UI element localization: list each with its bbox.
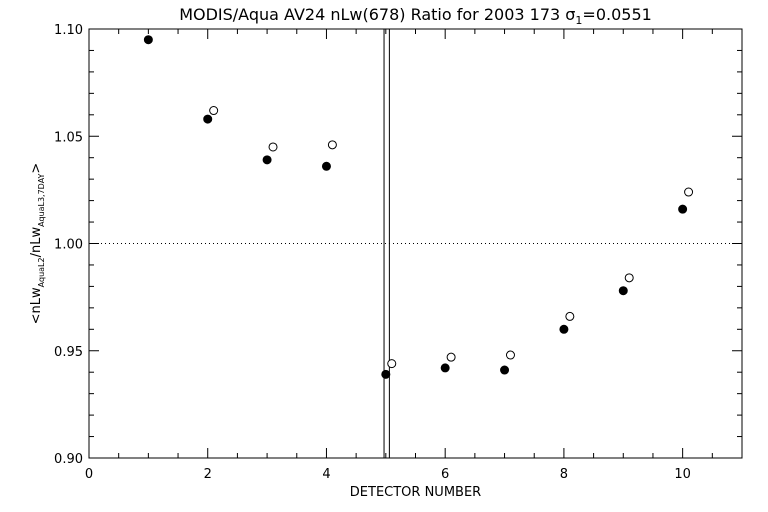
data-point-open bbox=[624, 273, 634, 283]
data-point-open bbox=[446, 352, 456, 362]
y-tick-label: 0.90 bbox=[54, 452, 83, 467]
x-tick-label: 6 bbox=[441, 467, 449, 482]
data-point-filled bbox=[143, 35, 153, 45]
data-point-open bbox=[268, 142, 278, 152]
data-point-filled bbox=[559, 324, 569, 334]
x-tick-label: 4 bbox=[322, 467, 330, 482]
data-point-filled bbox=[440, 363, 450, 373]
y-axis-label-mid: /nLw bbox=[29, 227, 44, 258]
y-axis-label: <nLwAquaL2/nLwAquaL3,7DAY> bbox=[29, 163, 46, 325]
y-axis-label-lead: <nLw bbox=[29, 287, 44, 324]
data-point-open bbox=[387, 359, 397, 369]
chart-title-main: MODIS/Aqua AV24 nLw(678) Ratio for 2003 … bbox=[179, 5, 575, 24]
y-tick-label: 1.00 bbox=[54, 238, 83, 253]
data-point-filled bbox=[381, 369, 391, 379]
y-tick-label: 0.95 bbox=[54, 345, 83, 360]
data-point-filled bbox=[203, 114, 213, 124]
plot-frame bbox=[88, 28, 743, 459]
x-axis-label: DETECTOR NUMBER bbox=[350, 485, 481, 500]
chart-title: MODIS/Aqua AV24 nLw(678) Ratio for 2003 … bbox=[179, 5, 652, 27]
x-tick-label: 10 bbox=[674, 467, 691, 482]
data-point-open bbox=[327, 140, 337, 150]
x-tick-label: 0 bbox=[85, 467, 93, 482]
y-axis-label-sub2: AquaL3,7DAY bbox=[37, 173, 46, 226]
chart-title-suffix: =0.0551 bbox=[582, 5, 651, 24]
data-point-filled bbox=[321, 161, 331, 171]
y-axis-label-tail: > bbox=[29, 163, 44, 174]
data-point-open bbox=[565, 311, 575, 321]
data-point-filled bbox=[678, 204, 688, 214]
data-point-filled bbox=[618, 286, 628, 296]
chart-title-subscript: 1 bbox=[575, 14, 582, 27]
y-tick-label: 1.05 bbox=[54, 130, 83, 145]
x-tick-label: 2 bbox=[204, 467, 212, 482]
data-point-open bbox=[505, 350, 515, 360]
data-point-filled bbox=[500, 365, 510, 375]
data-point-open bbox=[684, 187, 694, 197]
y-axis-label-sub1: AquaL2 bbox=[37, 257, 46, 287]
y-tick-label: 1.10 bbox=[54, 23, 83, 38]
data-point-open bbox=[209, 106, 219, 116]
data-point-filled bbox=[262, 155, 272, 165]
x-tick-label: 8 bbox=[560, 467, 568, 482]
